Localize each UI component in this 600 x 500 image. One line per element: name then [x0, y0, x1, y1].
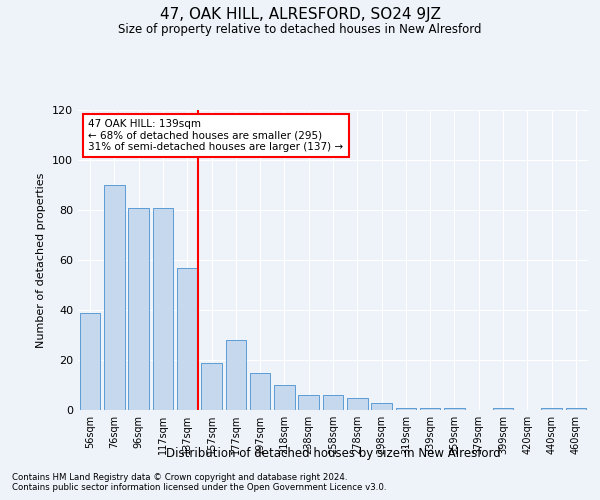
Bar [226, 340, 246, 410]
Text: 47 OAK HILL: 139sqm
← 68% of detached houses are smaller (295)
31% of semi-detac: 47 OAK HILL: 139sqm ← 68% of detached ho… [88, 119, 343, 152]
Text: Size of property relative to detached houses in New Alresford: Size of property relative to detached ho… [118, 22, 482, 36]
Bar [566, 408, 586, 410]
Bar [541, 408, 562, 410]
Text: Contains HM Land Registry data © Crown copyright and database right 2024.: Contains HM Land Registry data © Crown c… [12, 472, 347, 482]
Text: Distribution of detached houses by size in New Alresford: Distribution of detached houses by size … [166, 448, 500, 460]
Bar [371, 402, 392, 410]
Bar [420, 408, 440, 410]
Y-axis label: Number of detached properties: Number of detached properties [37, 172, 46, 348]
Text: Contains public sector information licensed under the Open Government Licence v3: Contains public sector information licen… [12, 482, 386, 492]
Bar [444, 408, 465, 410]
Bar [493, 408, 514, 410]
Bar [177, 268, 197, 410]
Bar [152, 208, 173, 410]
Bar [298, 395, 319, 410]
Bar [128, 208, 149, 410]
Bar [323, 395, 343, 410]
Bar [104, 185, 125, 410]
Bar [250, 372, 271, 410]
Bar [201, 362, 222, 410]
Text: 47, OAK HILL, ALRESFORD, SO24 9JZ: 47, OAK HILL, ALRESFORD, SO24 9JZ [160, 8, 440, 22]
Bar [347, 398, 368, 410]
Bar [395, 408, 416, 410]
Bar [274, 385, 295, 410]
Bar [80, 312, 100, 410]
